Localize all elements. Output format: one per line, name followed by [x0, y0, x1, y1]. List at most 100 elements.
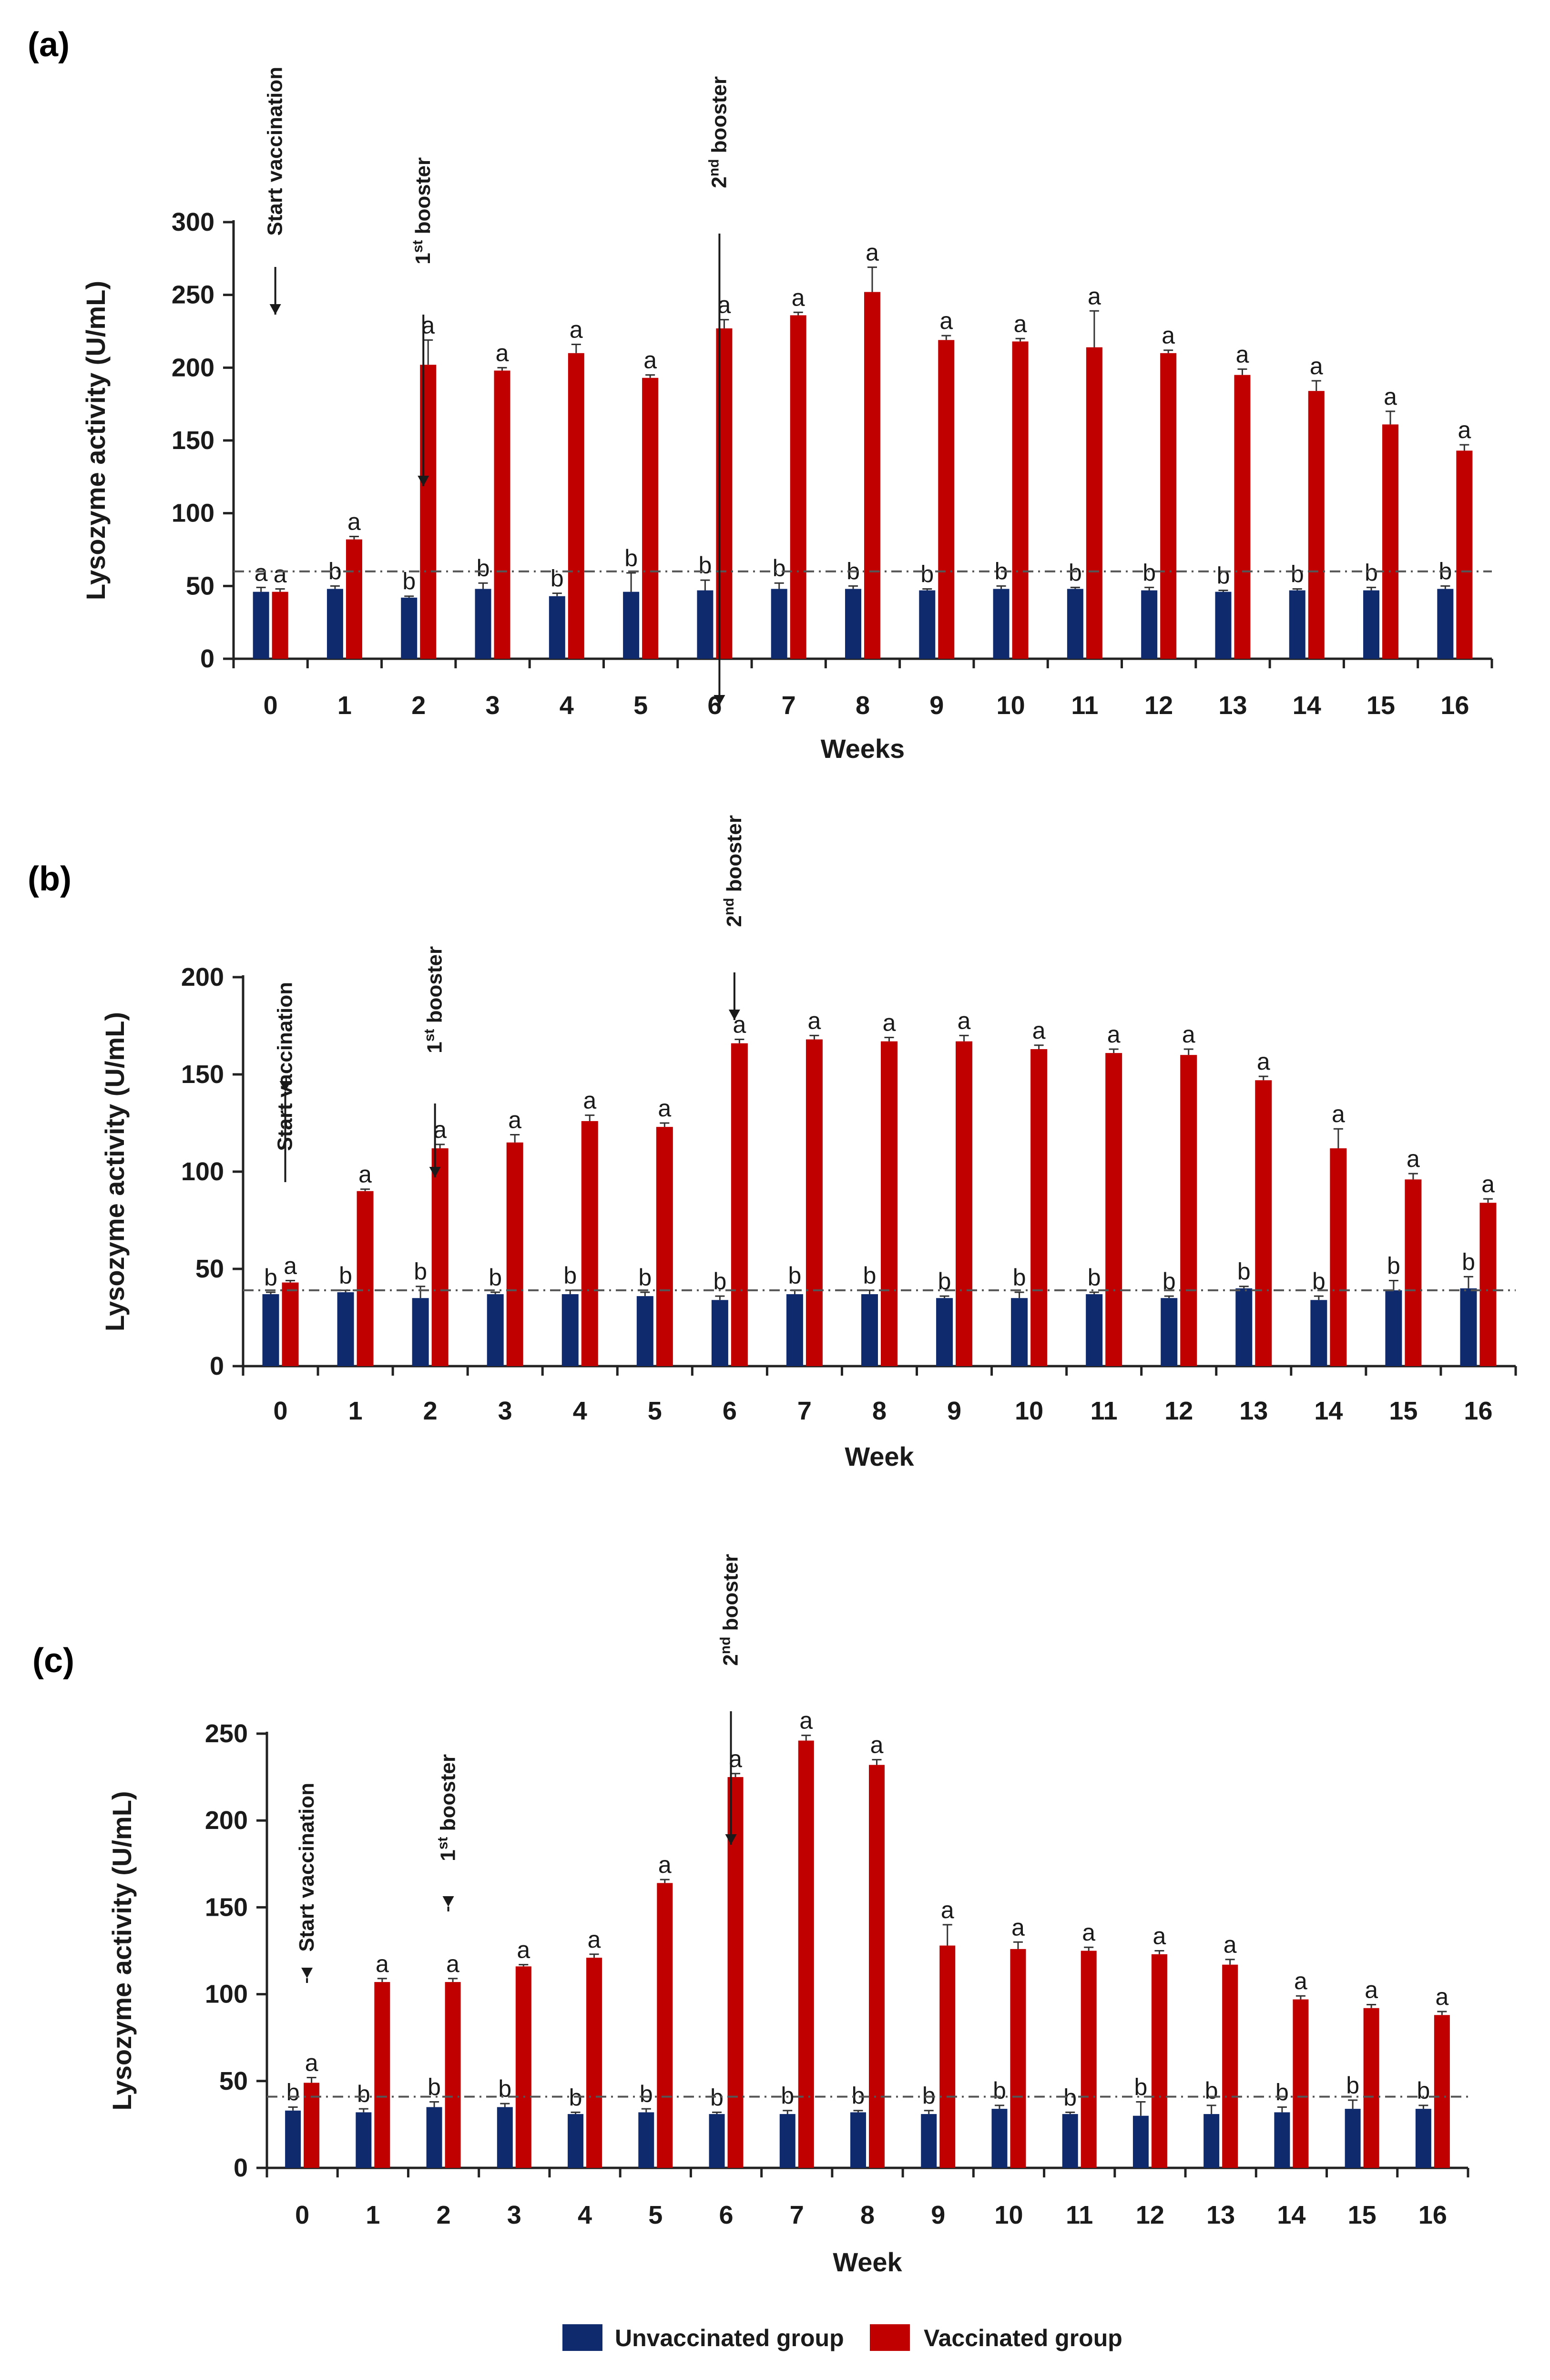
unvaccinated-bar: [401, 597, 418, 659]
unvaccinated-bar: [636, 1296, 653, 1366]
unvaccinated-bar: [850, 2112, 866, 2168]
annotation-arrow-head: [269, 304, 281, 315]
unvaccinated-bar: [1460, 1288, 1477, 1366]
x-tick-label: 14: [1293, 691, 1321, 720]
vaccinated-bar: [1382, 424, 1399, 659]
x-tick-label: 15: [1389, 1397, 1417, 1425]
vaccinated-bar: [431, 1148, 449, 1366]
y-tick-label: 150: [172, 426, 214, 455]
y-tick-label: 250: [172, 281, 214, 309]
x-tick-label: 5: [648, 2201, 663, 2229]
significance-letter: b: [551, 565, 564, 592]
unvaccinated-bar: [936, 1298, 953, 1366]
x-tick-label: 8: [872, 1397, 887, 1425]
unvaccinated-bar: [623, 592, 640, 659]
unvaccinated-bar: [497, 2107, 513, 2168]
significance-letter: a: [1014, 310, 1027, 337]
significance-letter: a: [1458, 417, 1471, 443]
x-tick-label: 8: [856, 691, 870, 720]
x-tick-label: 12: [1144, 691, 1173, 720]
unvaccinated-bar: [1363, 590, 1380, 659]
unvaccinated-bar: [337, 1292, 354, 1366]
significance-letter: b: [402, 568, 416, 595]
significance-letter: a: [1082, 1919, 1095, 1946]
significance-letter: a: [284, 1252, 297, 1279]
x-tick-label: 13: [1206, 2201, 1235, 2229]
annotation-label: 2nd booster: [718, 1554, 743, 1666]
significance-letter: b: [1013, 1264, 1026, 1291]
significance-letter: a: [870, 1732, 884, 1758]
vaccinated-bar: [938, 340, 955, 659]
unvaccinated-bar: [638, 2112, 654, 2168]
significance-letter: a: [347, 509, 361, 535]
unvaccinated-bar: [1345, 2109, 1361, 2168]
unvaccinated-bar: [771, 589, 787, 659]
vaccinated-bar: [1255, 1080, 1272, 1366]
significance-letter: a: [508, 1106, 521, 1133]
significance-letter: a: [1153, 1923, 1166, 1950]
x-tick-label: 1: [337, 691, 352, 720]
unvaccinated-bar: [711, 1300, 728, 1366]
x-tick-label: 4: [560, 691, 574, 720]
significance-letter: b: [640, 2081, 653, 2107]
unvaccinated-bar: [1215, 592, 1232, 659]
y-tick-label: 250: [205, 1719, 248, 1748]
unvaccinated-bar: [1437, 589, 1454, 659]
annotation-arrow-head: [714, 695, 725, 705]
annotation-label: Start vaccination: [264, 67, 287, 236]
vaccinated-bar: [494, 370, 510, 659]
x-axis-title: Week: [845, 1441, 914, 1471]
vaccinated-bar: [939, 1945, 956, 2168]
x-tick-label: 9: [931, 2201, 945, 2229]
significance-letter: a: [941, 1897, 954, 1923]
significance-letter: b: [357, 2081, 370, 2107]
unvaccinated-bar: [285, 2110, 301, 2168]
vaccinated-bar: [1105, 1053, 1122, 1366]
significance-letter: a: [792, 284, 805, 311]
significance-letter: a: [1332, 1101, 1345, 1127]
vaccinated-bar: [515, 1966, 531, 2168]
vaccinated-bar: [642, 378, 659, 659]
significance-letter: a: [1407, 1145, 1420, 1172]
unvaccinated-bar: [1161, 1298, 1178, 1366]
significance-letter: a: [1236, 341, 1249, 368]
x-tick-label: 10: [994, 2201, 1023, 2229]
vaccinated-bar: [586, 1958, 602, 2168]
vaccinated-bar: [581, 1121, 598, 1366]
panel-label: (b): [28, 860, 71, 898]
unvaccinated-bar: [356, 2112, 372, 2168]
significance-letter: a: [799, 1707, 813, 1734]
y-tick-label: 50: [219, 2067, 248, 2095]
unvaccinated-bar: [412, 1298, 429, 1366]
y-tick-label: 200: [172, 353, 214, 382]
significance-letter: b: [1205, 2077, 1218, 2104]
significance-letter: b: [638, 1264, 652, 1291]
significance-letter: a: [358, 1161, 372, 1188]
vaccinated-bar: [790, 315, 806, 659]
annotation-arrow-head: [279, 1081, 291, 1092]
x-tick-label: 6: [719, 2201, 734, 2229]
unvaccinated-bar: [921, 2114, 937, 2168]
vaccinated-bar: [798, 1740, 814, 2168]
x-tick-label: 16: [1418, 2201, 1447, 2229]
vaccinated-bar: [656, 1127, 673, 1366]
vaccinated-bar: [869, 1765, 885, 2168]
x-tick-label: 11: [1071, 691, 1098, 720]
significance-letter: b: [477, 555, 490, 582]
y-tick-label: 100: [172, 499, 214, 528]
significance-letter: b: [563, 1262, 577, 1289]
unvaccinated-bar: [1011, 1298, 1028, 1366]
x-tick-label: 10: [997, 691, 1025, 720]
vaccinated-bar: [1405, 1179, 1422, 1366]
significance-letter: a: [1294, 1968, 1307, 1994]
significance-letter: b: [1417, 2077, 1430, 2104]
unvaccinated-bar: [1415, 2109, 1431, 2168]
y-tick-label: 50: [195, 1255, 224, 1283]
significance-letter: a: [1162, 322, 1175, 349]
significance-letter: b: [1275, 2079, 1289, 2105]
significance-letter: a: [1435, 1983, 1448, 2010]
y-axis-title: Lysozyme activity (U/mL): [107, 1791, 137, 2110]
y-tick-label: 150: [205, 1893, 248, 1921]
